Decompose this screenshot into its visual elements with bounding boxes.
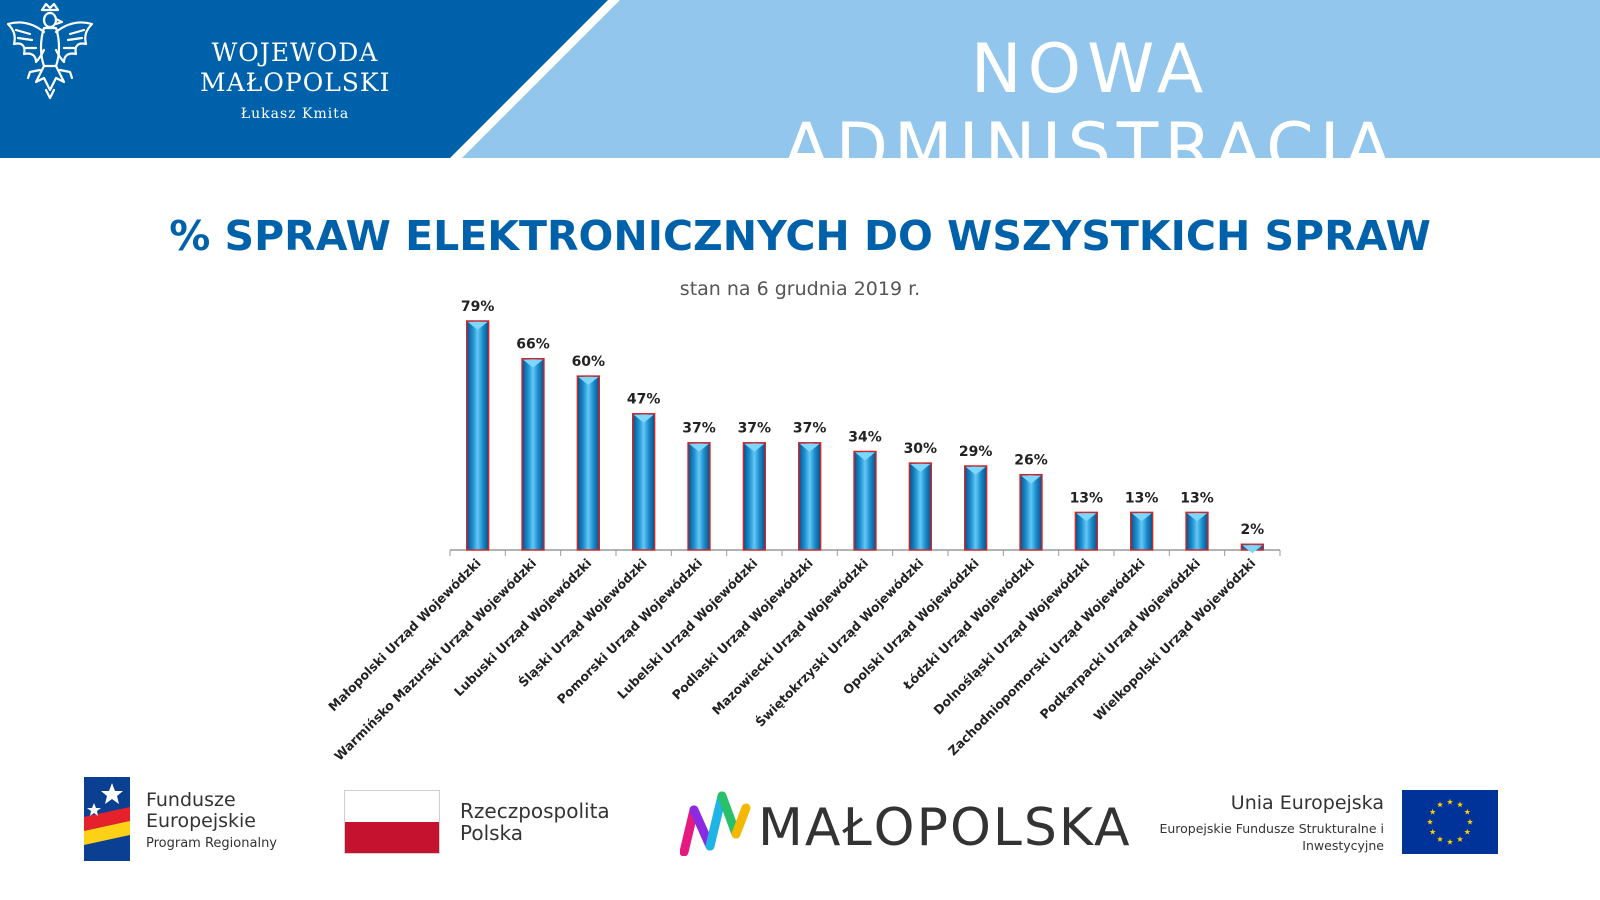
bar-highlight [1242,545,1263,554]
rzeczpospolita-polska-title: Rzeczpospolita Polska [460,799,610,845]
eu-flag-icon [1402,790,1498,854]
chart-labels-group: 79%Małopolski Urząd Wojewódzki66%Warmińs… [325,299,1264,760]
eu-star-icon [1429,828,1436,835]
fundusze-europejskie-logo-icon [84,777,130,861]
unia-europejska-subtitle: Europejskie Fundusze Strukturalne i Inwe… [1159,821,1384,853]
data-label: 79% [461,299,495,315]
bar-highlight [1021,475,1041,484]
bar [576,375,600,551]
campaign-title: NOWA ADMINISTRACJA [783,30,1397,188]
bar-highlight [689,443,709,452]
bar-highlight [965,466,986,475]
eu-star-icon [1426,818,1434,825]
bar [964,465,988,551]
bar [1185,511,1209,551]
eu-star-icon [1456,801,1464,808]
bar-highlight [744,443,765,452]
malopolska-logo-icon [680,791,751,856]
data-label: 2% [1240,522,1264,538]
data-label: 66% [516,337,550,353]
data-label: 29% [959,444,993,460]
bar [1074,511,1098,551]
bar-highlight [467,321,488,330]
eu-star-icon [1464,828,1471,835]
eu-star-icon [1446,798,1454,805]
eu-star-icon [1456,836,1464,842]
bar-highlight [799,443,820,452]
data-label: 26% [1014,453,1048,469]
data-label: 13% [1125,490,1159,506]
bar-highlight [578,377,599,385]
bar [908,462,932,551]
data-label: 13% [1180,490,1214,506]
chart-axis-group [449,549,1281,556]
data-label: 47% [627,392,661,408]
bar-highlight [855,452,875,461]
authority-person-name: Łukasz Kmita [240,106,350,122]
header-banner: WOJEWODA MAŁOPOLSKI Łukasz Kmita NOWA AD… [0,0,1600,188]
eu-star-icon [1466,818,1474,825]
category-label: Zachodniopomorski Urząd Wojewódzki [945,556,1148,759]
data-label: 13% [1070,490,1104,506]
data-label: 37% [793,421,827,437]
bar-highlight [1187,513,1207,522]
data-label: 37% [738,421,772,437]
eagle-emblem-icon [6,2,94,100]
eu-star-icon [1436,801,1444,808]
bar [1130,511,1154,551]
bar-highlight [1131,513,1152,522]
unia-europejska-title: Unia Europejska [1230,792,1384,814]
banner-background [0,0,1600,158]
bar-highlight [633,414,654,423]
data-label: 60% [572,354,606,370]
bar [466,320,490,551]
bar [742,442,766,551]
category-label: Warmińsko Mazurski Urząd Wojewódzki [331,556,539,760]
chart-title: % SPRAW ELEKTRONICZNYCH DO WSZYSTKICH SP… [169,212,1431,260]
bar [798,442,822,551]
bar-chart: 79%Małopolski Urząd Wojewódzki66%Warmińs… [325,299,1281,760]
eu-star-icon [1429,808,1436,815]
bar [632,413,656,551]
bar [1019,473,1043,551]
data-label: 30% [904,441,938,457]
fundusze-europejskie-subtitle: Program Regionalny [146,836,277,851]
eu-star-icon [1436,836,1444,842]
banner-dark-panel [0,0,608,158]
bar [521,357,545,551]
eu-star-icon [1446,838,1454,845]
bar [853,450,877,551]
authority-title-line1: WOJEWODA [211,38,379,67]
malopolska-wordmark: MAŁOPOLSKA [758,798,1132,858]
fundusze-europejskie-title: Fundusze Europejskie [146,789,256,832]
chart-subtitle: stan na 6 grudnia 2019 r. [679,278,921,300]
bar [687,442,711,551]
authority-title-line2: MAŁOPOLSKI [200,68,391,97]
bar-highlight [523,359,543,368]
polish-flag-icon [344,790,440,854]
data-label: 37% [682,421,716,437]
bar-highlight [910,464,931,472]
chart-bars-group [466,320,1264,554]
bar-highlight [1076,513,1097,522]
data-label: 34% [848,429,882,445]
eu-star-icon [1464,808,1471,815]
